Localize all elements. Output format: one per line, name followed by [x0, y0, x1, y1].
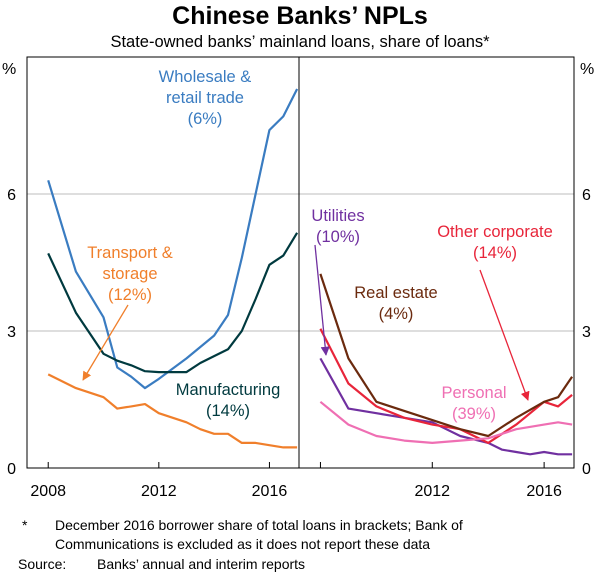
series-line-1-2 [319, 273, 574, 438]
series-line-0-2 [47, 373, 298, 449]
series-label-0-1-0: Manufacturing [176, 381, 281, 399]
y-unit-left: % [2, 61, 16, 78]
series-label-1-2-0: Real estate [354, 284, 437, 302]
footnote-marker: * [22, 517, 28, 533]
chart-subtitle: State-owned banks’ mainland loans, share… [110, 33, 490, 51]
series-line-0-0 [47, 88, 299, 390]
x-tick-label-0-0: 2008 [30, 483, 66, 500]
y-tick-left-0: 0 [7, 461, 16, 478]
source-label: Source: [18, 556, 67, 572]
series-line-0-1 [47, 232, 299, 374]
series-label-1-1-0: Other corporate [437, 223, 553, 241]
plot-frame [26, 56, 575, 469]
footnote-line-1: December 2016 borrower share of total lo… [55, 517, 463, 533]
series-label-0-0-2: (6%) [188, 110, 223, 128]
source-text: Banks’ annual and interim reports [97, 556, 306, 572]
series-label-1-0-0: Utilities [311, 207, 364, 225]
footnote-line-2: Communications is excluded as it does no… [55, 536, 431, 552]
series-label-0-2-2: (12%) [108, 286, 152, 304]
arrow-other-corporate [479, 269, 530, 401]
series-label-0-0-1: retail trade [166, 89, 244, 107]
x-tick-label-0-2: 2016 [252, 483, 288, 500]
series-label-0-2-1: storage [102, 265, 157, 283]
chart-title: Chinese Banks’ NPLs [172, 2, 428, 30]
y-tick-right-1: 3 [582, 324, 591, 341]
x-tick-label-1-1: 2012 [414, 483, 450, 500]
y-tick-left-1: 3 [7, 324, 16, 341]
series-label-1-0-1: (10%) [316, 228, 360, 246]
y-tick-left-2: 6 [7, 187, 16, 204]
series-label-0-2-0: Transport & [87, 244, 173, 262]
series-label-1-1-1: (14%) [473, 244, 517, 262]
series-label-1-2-1: (4%) [379, 305, 414, 323]
x-tick-label-1-2: 2016 [526, 483, 562, 500]
y-tick-right-0: 0 [582, 461, 591, 478]
series-label-1-3-1: (39%) [452, 405, 496, 423]
series-label-0-1-1: (14%) [206, 402, 250, 420]
series-label-1-3-0: Personal [441, 384, 506, 402]
arrow-utilities [314, 244, 330, 356]
series-label-0-0-0: Wholesale & [159, 68, 252, 86]
y-tick-right-2: 6 [582, 187, 591, 204]
series-line-1-3 [319, 400, 573, 444]
y-unit-right: % [580, 61, 594, 78]
arrow-transport [82, 304, 129, 381]
x-tick-label-0-1: 2012 [141, 483, 177, 500]
